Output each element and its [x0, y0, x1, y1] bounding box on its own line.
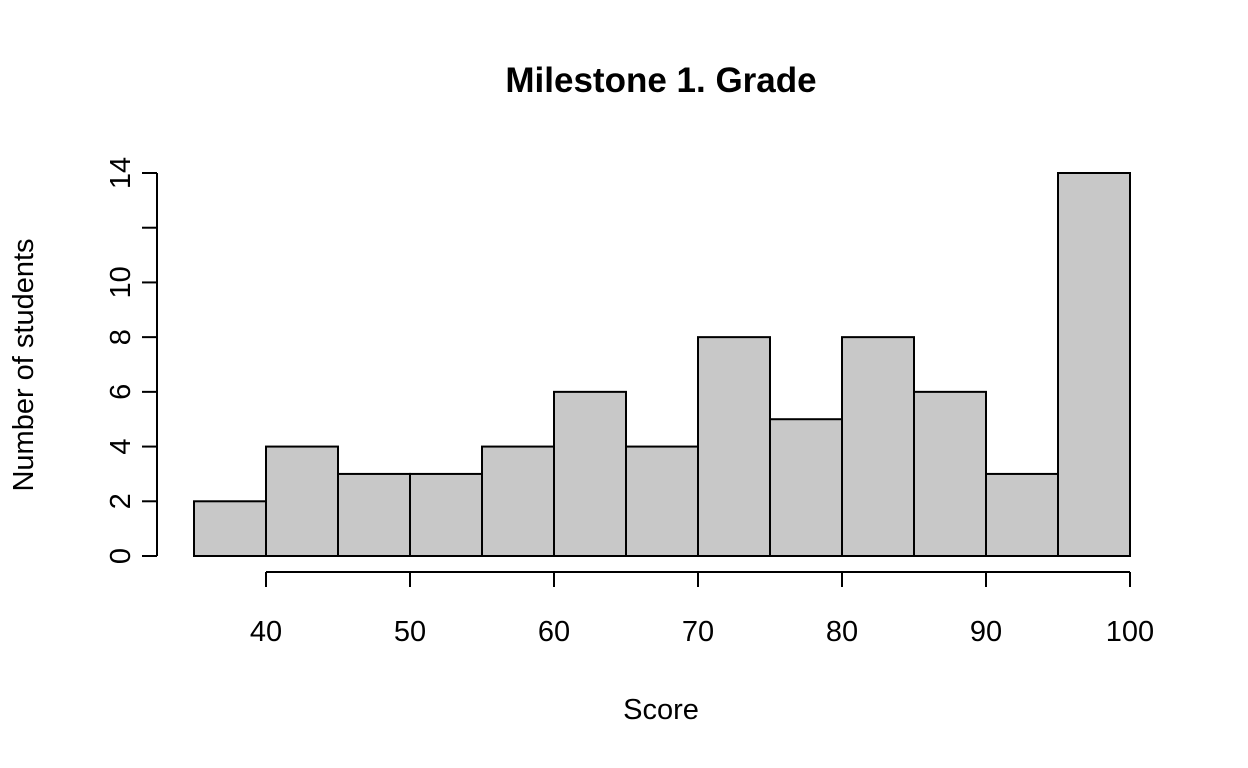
histogram-bar	[841, 336, 915, 557]
x-tick-label: 70	[682, 616, 714, 648]
histogram-bar	[769, 418, 843, 558]
y-tick-label: 6	[105, 384, 137, 400]
y-tick-label: 14	[105, 157, 137, 189]
x-tick-label: 40	[250, 616, 282, 648]
histogram-bar	[193, 500, 267, 557]
y-axis-label: Number of students	[8, 238, 40, 491]
histogram-bar	[985, 472, 1059, 557]
histogram-bar	[265, 445, 339, 558]
x-axis-label: Score	[623, 694, 699, 726]
y-axis: 0 2 4 6 8 10 14	[105, 157, 158, 564]
y-tick-label: 10	[105, 266, 137, 298]
histogram-bar	[913, 390, 987, 557]
y-tick-label: 0	[105, 548, 137, 564]
chart-title: Milestone 1. Grade	[505, 61, 816, 100]
histogram-bar	[625, 445, 699, 558]
histogram-bar	[1057, 172, 1131, 557]
y-tick-label: 4	[105, 439, 137, 455]
histogram-bar	[553, 390, 627, 557]
histogram-bar	[337, 472, 411, 557]
x-axis: 40 50 60 70 80 90 100	[250, 571, 1154, 648]
x-tick-label: 80	[826, 616, 858, 648]
histogram-bar	[697, 336, 771, 557]
y-tick-label: 8	[105, 329, 137, 345]
x-tick-label: 60	[538, 616, 570, 648]
histogram-bar	[409, 472, 483, 557]
y-tick-label: 2	[105, 493, 137, 509]
x-tick-label: 50	[394, 616, 426, 648]
histogram-bar	[481, 445, 555, 558]
bars-group	[193, 172, 1131, 558]
x-tick-label: 90	[970, 616, 1002, 648]
x-tick-label: 100	[1106, 616, 1154, 648]
